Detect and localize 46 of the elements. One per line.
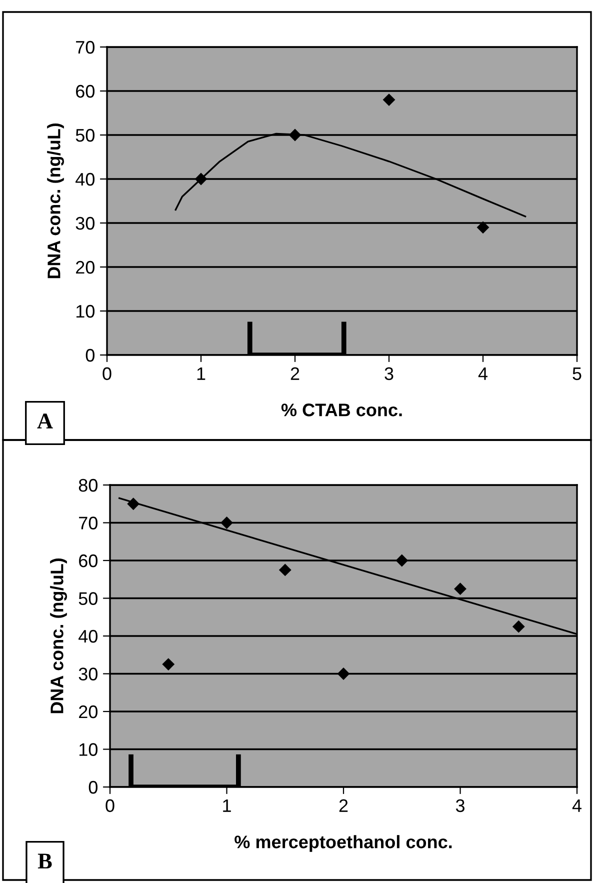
x-axis-title: % merceptoethanol conc. — [234, 835, 452, 852]
x-tick-label: 0 — [102, 367, 112, 380]
x-tick-label: 4 — [478, 367, 488, 380]
y-tick-label: 40 — [76, 172, 94, 186]
point — [337, 668, 350, 680]
point — [476, 221, 490, 234]
point — [512, 620, 525, 633]
point — [194, 172, 208, 186]
y-axis-title: DNA conc. (ng/uL) — [50, 558, 67, 714]
point — [382, 94, 396, 106]
x-axis-title: % CTAB conc. — [281, 404, 402, 416]
y-tick-label: 70 — [76, 40, 94, 54]
text: A — [37, 414, 53, 428]
y-tick-label: 20 — [76, 260, 94, 274]
point — [220, 516, 233, 529]
y-tick-label: 50 — [76, 128, 94, 142]
y-axis-title: DNA conc. (ng/uL) — [47, 124, 64, 278]
point — [396, 554, 408, 567]
point — [454, 582, 466, 596]
y-tick-label: 60 — [79, 554, 98, 568]
x-tick-label: 2 — [290, 367, 300, 380]
y-tick-label: 10 — [79, 743, 98, 756]
y-tick-label: 50 — [78, 592, 98, 605]
x-tick-label: 1 — [223, 799, 231, 812]
x-tick-label: 0 — [106, 799, 114, 812]
x-tick-label: 3 — [384, 367, 394, 380]
x-tick-label: 2 — [339, 799, 348, 812]
point — [162, 658, 175, 671]
y-tick-label: 70 — [79, 516, 98, 530]
x-tick-label: 4 — [572, 799, 582, 812]
y-tick-label: 0 — [86, 348, 94, 362]
y-tick-label: 40 — [78, 630, 98, 643]
text: B — [38, 854, 52, 868]
y-tick-label: 80 — [78, 478, 98, 492]
y-tick-label: 10 — [76, 304, 94, 318]
point — [288, 128, 302, 142]
y-tick-label: 0 — [88, 780, 98, 794]
x-tick-label: 3 — [456, 799, 464, 812]
x-tick-label: 5 — [572, 367, 582, 380]
y-tick-label: 20 — [79, 705, 98, 718]
point — [278, 564, 292, 576]
y-tick-label: 30 — [78, 668, 98, 680]
x-tick-label: 1 — [197, 367, 206, 380]
y-tick-label: 60 — [76, 84, 94, 98]
point — [127, 498, 140, 510]
y-tick-label: 30 — [76, 216, 94, 230]
